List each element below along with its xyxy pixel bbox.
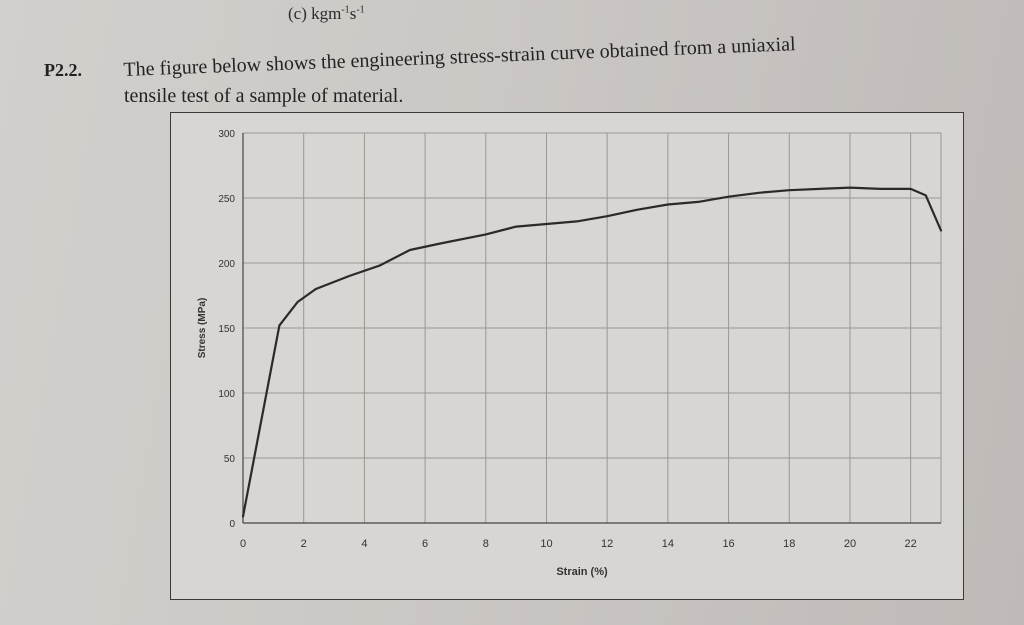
x-tick-label: 6: [422, 538, 428, 550]
chart-frame: 0 2 4 6 8 10 12 14 16 18 20 22 0 50 100 150 200 250 300 Str…: [170, 112, 964, 600]
x-tick-label: 22: [905, 538, 917, 550]
problem-number: P2.2.: [44, 60, 82, 80]
x-tick-label: 12: [601, 538, 613, 550]
option-c-unit-s: s: [349, 4, 357, 23]
problem-statement-line-1: The figure below shows the engineering s…: [123, 33, 796, 82]
x-tick-label: 20: [844, 538, 856, 550]
x-tick-label: 16: [722, 538, 734, 550]
x-tick-label: 18: [783, 538, 795, 550]
x-tick-label: 0: [240, 538, 246, 550]
x-axis-title: Strain (%): [556, 566, 608, 578]
x-tick-label: 4: [361, 538, 367, 550]
answer-option-c: (c) kgm-1s-1: [288, 4, 365, 24]
option-c-exponent-1: -1: [341, 4, 350, 16]
x-tick-label: 14: [662, 538, 674, 550]
y-tick-label: 250: [218, 194, 235, 205]
y-tick-label: 150: [218, 324, 235, 335]
y-tick-label: 0: [229, 519, 235, 530]
option-c-exponent-2: -1: [356, 4, 365, 16]
stress-strain-curve: [241, 186, 943, 518]
y-tick-label: 300: [218, 129, 235, 140]
x-tick-label: 2: [301, 538, 307, 550]
problem-statement-line-2: tensile test of a sample of material.: [124, 85, 404, 107]
x-tick-label: 10: [540, 538, 552, 550]
y-axis-title: Stress (MPa): [197, 298, 208, 359]
y-tick-label: 50: [224, 454, 236, 465]
option-c-text: (c) kgm: [288, 4, 342, 23]
x-tick-label: 8: [483, 538, 489, 550]
problem-statement: The figure below shows the engineering s…: [123, 33, 1004, 110]
stress-strain-chart: 0 2 4 6 8 10 12 14 16 18 20 22 0 50 100 150 200 250 300 Str…: [197, 129, 943, 578]
y-tick-label: 100: [218, 389, 235, 400]
y-tick-label: 200: [218, 259, 235, 270]
